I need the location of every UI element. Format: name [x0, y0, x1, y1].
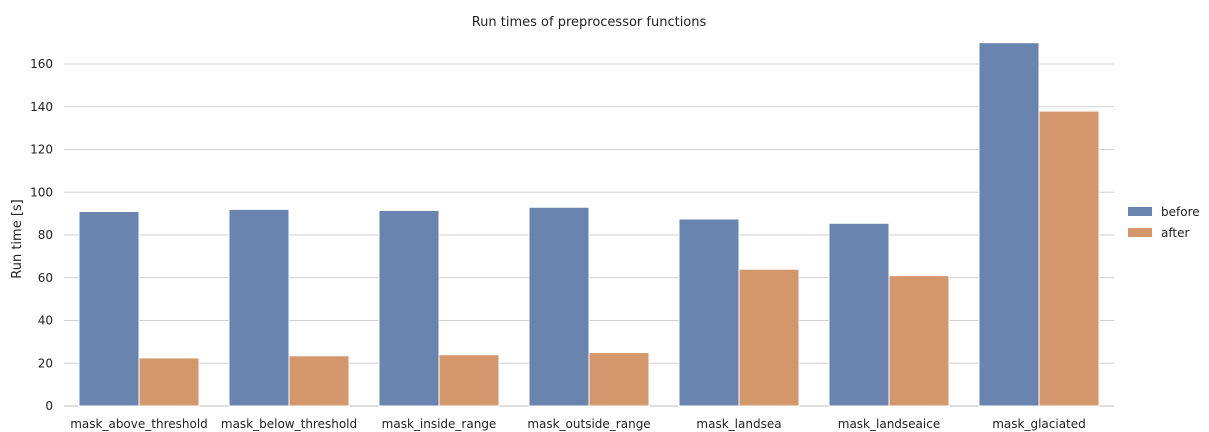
x-tick-label: mask_landsea [696, 417, 781, 431]
bar-before [228, 208, 290, 407]
tick-labels: 0 20 40 60 80 100 120 140 160 mask_above_threshol… [30, 57, 1086, 431]
legend-swatch-before [1128, 207, 1152, 216]
x-tick-label: mask_inside_range [382, 417, 497, 431]
bar-after [888, 275, 950, 407]
y-tick-label: 120 [30, 143, 53, 157]
bar-before [828, 222, 890, 407]
x-tick-label: mask_glaciated [992, 417, 1086, 431]
bar-before [978, 42, 1040, 407]
x-tick-label: mask_landseaice [838, 417, 940, 431]
bar-after [138, 357, 200, 407]
y-tick-label: 0 [45, 399, 53, 413]
y-tick-label: 80 [38, 228, 53, 242]
legend-label-before: before [1161, 205, 1200, 219]
bar-after [738, 268, 800, 407]
bar-after [1038, 110, 1100, 407]
y-tick-label: 60 [38, 271, 53, 285]
y-tick-label: 40 [38, 314, 53, 328]
x-tick-label: mask_below_threshold [221, 417, 357, 431]
bar-before [528, 206, 590, 407]
bar-after [588, 352, 650, 407]
chart-title: Run times of preprocessor functions [472, 15, 707, 30]
legend-swatch-after [1128, 228, 1152, 237]
bars [78, 42, 1100, 407]
y-axis-label: Run time [s] [10, 199, 25, 278]
y-tick-label: 140 [30, 100, 53, 114]
bar-after [438, 354, 500, 407]
x-tick-label: mask_above_threshold [70, 417, 208, 431]
x-tick-label: mask_outside_range [527, 417, 650, 431]
legend: before after [1128, 205, 1200, 240]
y-tick-label: 100 [30, 185, 53, 199]
y-tick-label: 20 [38, 356, 53, 370]
legend-label-after: after [1161, 226, 1189, 240]
bar-before [78, 211, 140, 407]
bar-after [288, 355, 350, 407]
bar-before [378, 209, 440, 407]
y-tick-label: 160 [30, 57, 53, 71]
bar-before [678, 218, 740, 407]
